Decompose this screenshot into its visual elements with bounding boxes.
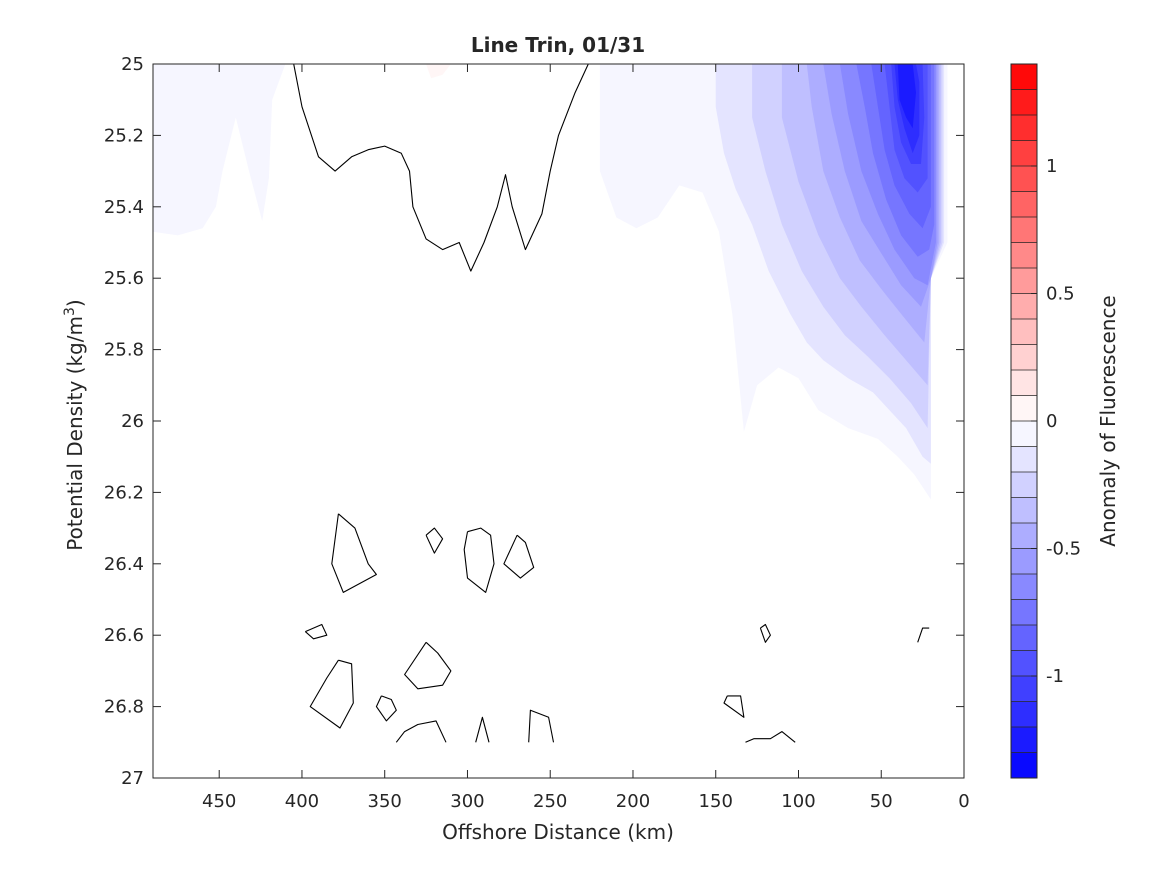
y-tick-label: 26.4: [104, 554, 144, 575]
zero-contour-13: [759, 623, 771, 643]
x-tick-label: 100: [781, 791, 815, 812]
colorbar-band: [1011, 497, 1037, 524]
chart-title: Line Trin, 01/31: [471, 33, 645, 57]
zero-contour-9: [395, 720, 447, 743]
y-tick-label: 25: [121, 54, 144, 75]
colorbar-band: [1011, 727, 1037, 753]
colorbar-band: [1011, 701, 1037, 728]
y-tick-label: 25.4: [104, 197, 144, 218]
colorbar-band: [1011, 166, 1037, 192]
filled-contours: [153, 64, 948, 500]
zero-contour-lines: [293, 64, 930, 743]
colorbar-band: [1011, 523, 1037, 549]
colorbar-band: [1011, 446, 1037, 473]
colorbar-band: [1011, 64, 1037, 90]
colorbar-tick-label: 0.5: [1046, 284, 1075, 305]
colorbar-band: [1011, 574, 1037, 600]
y-tick-label: 26: [121, 411, 144, 432]
colorbar-band: [1011, 650, 1037, 677]
y-axis-label-main: Potential Density (kg/m: [63, 316, 87, 551]
zero-contour-11: [528, 709, 555, 743]
colorbar: [1011, 64, 1037, 779]
colorbar-tick-label: 0: [1046, 411, 1057, 432]
y-tick-label: 26.8: [104, 697, 144, 718]
zero-contour-5: [304, 623, 328, 640]
zero-contour-7: [404, 641, 452, 690]
colorbar-tick-label: -1: [1046, 666, 1064, 687]
colorbar-band: [1011, 599, 1037, 626]
zero-contour-10: [475, 716, 490, 743]
colorbar-band: [1011, 319, 1037, 345]
colorbar-band: [1011, 217, 1037, 243]
x-tick-label: 300: [450, 791, 484, 812]
colorbar-band: [1011, 676, 1037, 702]
zero-contour-15: [745, 731, 796, 743]
colorbar-band: [1011, 370, 1037, 396]
x-tick-label: 250: [533, 791, 567, 812]
colorbar-band: [1011, 625, 1037, 651]
colorbar-band: [1011, 752, 1037, 779]
y-axis-label-superscript: 3: [62, 307, 78, 316]
x-tick-label: 50: [870, 791, 893, 812]
colorbar-tick-label: -0.5: [1046, 539, 1081, 560]
y-axis-label: Potential Density (kg/m3): [62, 299, 87, 550]
zero-contour-4: [503, 534, 535, 579]
x-tick-label: 400: [285, 791, 319, 812]
filled-region-2: [426, 64, 451, 79]
colorbar-label: Anomaly of Fluorescence: [1096, 295, 1120, 546]
x-tick-label: 200: [616, 791, 650, 812]
x-tick-label: 0: [958, 791, 969, 812]
colorbar-band: [1011, 472, 1037, 498]
zero-contour-8: [375, 695, 397, 722]
zero-contour-6: [309, 659, 354, 729]
y-tick-label: 25.6: [104, 268, 144, 289]
y-tick-label: 26.2: [104, 482, 144, 503]
zero-contour-14: [917, 627, 930, 643]
colorbar-band: [1011, 191, 1037, 218]
colorbar-band: [1011, 421, 1037, 447]
x-tick-label: 450: [202, 791, 236, 812]
y-tick-label: 27: [121, 768, 144, 789]
y-tick-label: 26.6: [104, 625, 144, 646]
colorbar-band: [1011, 242, 1037, 269]
colorbar-tick-label: 1: [1046, 156, 1057, 177]
zero-contour-2: [425, 527, 444, 554]
y-tick-label: 25.2: [104, 125, 144, 146]
x-axis-label: Offshore Distance (km): [442, 820, 674, 844]
x-axis-ticks: 450 400 350 300 250 200 150 100 50 0: [202, 64, 970, 812]
y-tick-label: 25.8: [104, 340, 144, 361]
y-axis-label-close: ): [63, 299, 87, 307]
zero-contour-3: [463, 527, 495, 593]
colorbar-band: [1011, 344, 1037, 371]
colorbar-band: [1011, 548, 1037, 575]
colorbar-band: [1011, 89, 1037, 116]
zero-contour-12: [723, 695, 745, 718]
colorbar-band: [1011, 140, 1037, 167]
colorbar-band: [1011, 293, 1037, 320]
colorbar-band: [1011, 268, 1037, 294]
colorbar-band: [1011, 395, 1037, 422]
colorbar-ticks: 1 0.5 0 -0.5 -1: [1031, 156, 1081, 687]
zero-contour-1: [331, 513, 377, 593]
colorbar-band: [1011, 115, 1037, 141]
zero-contour-0: [293, 64, 589, 272]
y-axis-ticks: 25 25.2 25.4 25.6 25.8 26 26.2 26.4 26.6 26.8 27: [104, 54, 964, 789]
filled-region-1: [153, 64, 286, 236]
x-tick-label: 150: [699, 791, 733, 812]
filled-region-15: [897, 64, 916, 129]
x-tick-label: 350: [368, 791, 402, 812]
